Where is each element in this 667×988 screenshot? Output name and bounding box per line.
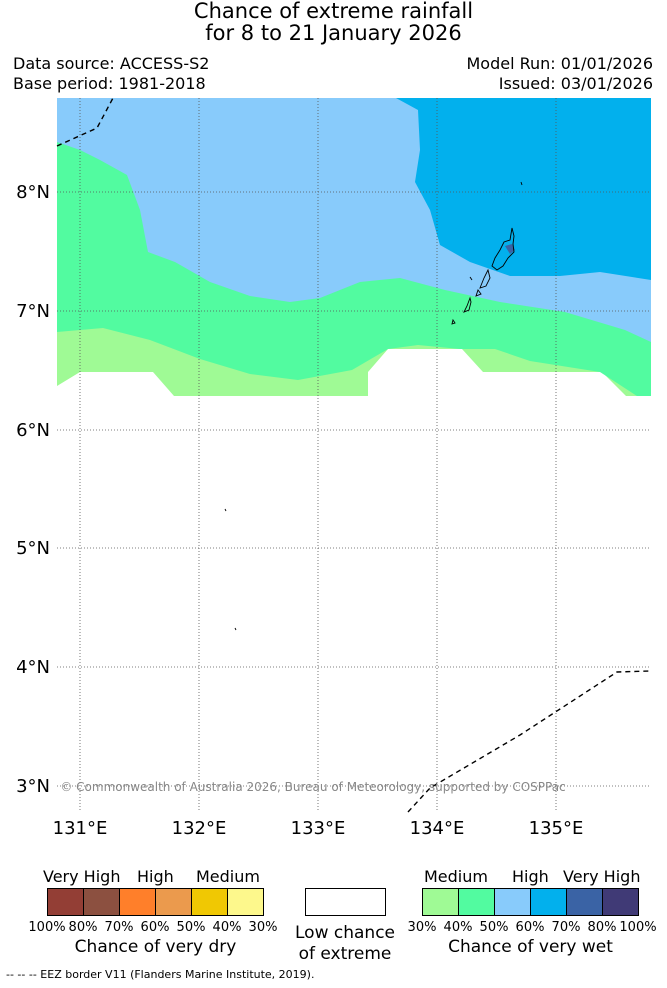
- eez-border: [56, 97, 652, 813]
- wet-swatch-50-60: [495, 889, 531, 915]
- lon-label-131e: 131°E: [53, 818, 108, 839]
- low-swatch-fill: [306, 889, 385, 915]
- dry-swatch-80-100: [48, 889, 84, 915]
- wet-legend-bar: [422, 888, 639, 916]
- wet-swatch-30-40: [423, 889, 459, 915]
- wet-legend-high: High: [512, 867, 549, 886]
- wet-legend-caption: Chance of very wet: [448, 937, 613, 957]
- lat-label-7n: 7°N: [16, 301, 50, 322]
- wet-legend-very-high: Very High: [563, 867, 641, 886]
- dry-pct-100: 100%: [28, 920, 66, 935]
- palau-islands: [224, 181, 523, 631]
- dry-swatch-30-40: [228, 889, 263, 915]
- low-chance-caption-line-2: of extreme: [298, 944, 392, 964]
- chart-title-line-2: for 8 to 21 January 2026: [205, 21, 462, 45]
- dry-legend-bar: [47, 888, 264, 916]
- base-period-label: Base period: 1981-2018: [13, 74, 206, 93]
- lon-label-134e: 134°E: [410, 818, 465, 839]
- wet-pct-50: 50%: [479, 920, 509, 935]
- dry-pct-50: 50%: [176, 920, 206, 935]
- lat-label-8n: 8°N: [16, 182, 50, 203]
- lat-label-3n: 3°N: [16, 776, 50, 797]
- model-run-label: Model Run: 01/01/2026: [466, 54, 654, 73]
- dry-legend-medium: Medium: [196, 867, 260, 886]
- issued-label: Issued: 03/01/2026: [498, 74, 653, 93]
- rainfall-map: 8°N 7°N 6°N 5°N 4°N 3°N 131°E 132°E 133°…: [16, 97, 652, 839]
- wet-pct-80: 80%: [587, 920, 617, 935]
- wet-swatch-40-50: [459, 889, 495, 915]
- dry-swatch-60-70: [120, 889, 156, 915]
- wet-pct-100: 100%: [619, 920, 657, 935]
- graticule: [57, 98, 651, 812]
- eez-footnote: -- -- -- EEZ border V11 (Flanders Marine…: [6, 968, 315, 981]
- dry-swatch-50-60: [156, 889, 192, 915]
- wet-legend-medium: Medium: [424, 867, 488, 886]
- wet-pct-40: 40%: [443, 920, 473, 935]
- dry-legend-very-high: Very High: [43, 867, 121, 886]
- lat-label-6n: 6°N: [16, 420, 50, 441]
- lat-label-5n: 5°N: [16, 538, 50, 559]
- lon-label-132e: 132°E: [172, 818, 227, 839]
- dry-pct-70: 70%: [104, 920, 134, 935]
- dry-pct-60: 60%: [140, 920, 170, 935]
- wet-pct-60: 60%: [515, 920, 545, 935]
- dry-swatch-40-50: [192, 889, 228, 915]
- zone-wet-60-70: [396, 98, 651, 280]
- lon-label-133e: 133°E: [291, 818, 346, 839]
- dry-pct-40: 40%: [212, 920, 242, 935]
- zone-wet-70-80: [505, 244, 515, 254]
- wet-swatch-60-70: [531, 889, 567, 915]
- dry-swatch-70-80: [84, 889, 120, 915]
- copyright-notice: © Commonwealth of Australia 2026, Bureau…: [60, 780, 565, 794]
- dry-legend-high: High: [137, 867, 174, 886]
- dry-legend-caption: Chance of very dry: [74, 937, 237, 957]
- chart-title-line-1: Chance of extreme rainfall: [193, 0, 474, 23]
- wet-swatch-80-100: [603, 889, 638, 915]
- wet-pct-30: 30%: [407, 920, 437, 935]
- low-chance-swatch: [305, 888, 386, 916]
- low-chance-caption-line-1: Low chance: [295, 923, 395, 943]
- wet-swatch-70-80: [567, 889, 603, 915]
- wet-pct-70: 70%: [551, 920, 581, 935]
- dry-pct-30: 30%: [248, 920, 278, 935]
- dry-pct-80: 80%: [68, 920, 98, 935]
- lon-label-135e: 135°E: [529, 818, 584, 839]
- lat-label-4n: 4°N: [16, 657, 50, 678]
- data-source-label: Data source: ACCESS-S2: [13, 54, 210, 73]
